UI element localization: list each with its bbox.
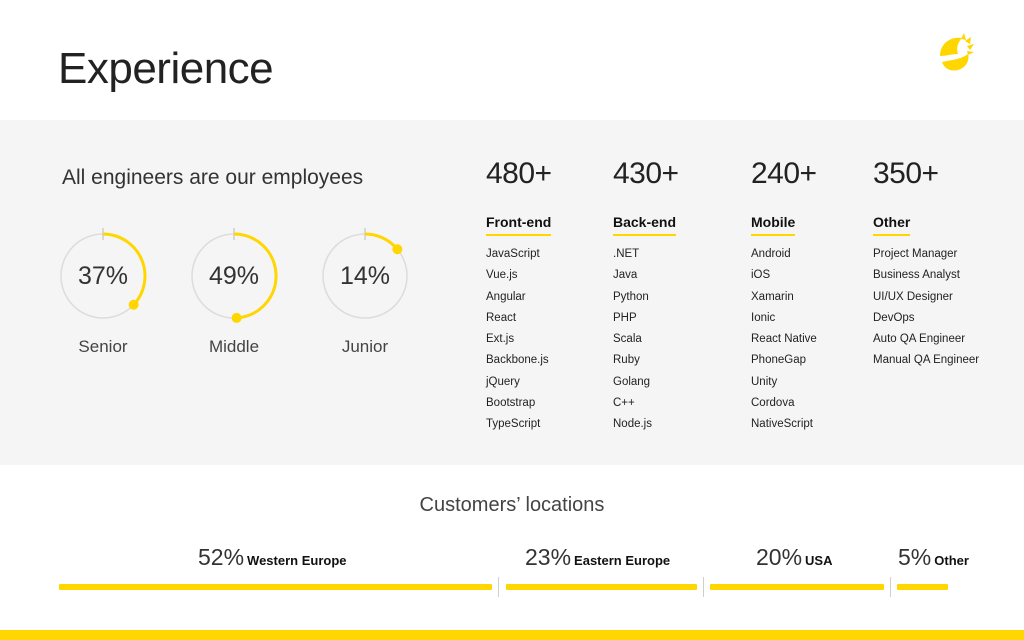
bar-divider <box>498 577 499 597</box>
skill-item: Angular <box>486 290 526 303</box>
skill-heading: Mobile <box>751 214 796 236</box>
skill-column-other: 350+ Other Project Manager Business Anal… <box>873 156 979 372</box>
location-western-europe: 52% Western Europe <box>198 544 347 571</box>
skill-item: iOS <box>751 269 771 282</box>
skill-item: jQuery <box>486 375 520 388</box>
skill-item: JavaScript <box>486 248 540 260</box>
skill-list: Project Manager Business Analyst UI/UX D… <box>873 244 979 372</box>
bar-divider <box>703 577 704 597</box>
skill-list: JavaScript Vue.js Angular React Ext.js B… <box>486 244 552 436</box>
location-name: Eastern Europe <box>574 553 671 568</box>
skill-item: Node.js <box>613 418 652 431</box>
location-percent: 5% <box>898 544 932 570</box>
skill-item: Vue.js <box>486 269 518 282</box>
ring-end-dot <box>128 299 139 310</box>
skill-item: Java <box>613 269 638 282</box>
page-title: Experience <box>58 44 274 93</box>
skill-item: TypeScript <box>486 418 541 431</box>
location-name: USA <box>805 553 833 568</box>
skill-list: .NET Java Python PHP Scala Ruby Golang C… <box>613 244 679 436</box>
skill-column-mobile: 240+ Mobile Android iOS Xamarin Ionic Re… <box>751 156 817 436</box>
sun-leaf-logo-icon <box>934 30 978 74</box>
ring-label-junior: Junior <box>341 337 389 356</box>
skill-item: DevOps <box>873 311 915 324</box>
location-name: Other <box>934 553 969 568</box>
skill-item: Bootstrap <box>486 397 536 410</box>
skill-item: Ionic <box>751 311 776 324</box>
location-percent: 23% <box>525 544 572 570</box>
location-share-bar <box>59 584 492 590</box>
employees-heading: All engineers are our employees <box>62 166 364 189</box>
skill-item: Project Manager <box>873 248 958 260</box>
skill-item: Golang <box>613 375 651 388</box>
skill-count: 240+ <box>751 157 817 190</box>
customers-title: Customers’ locations <box>419 494 605 516</box>
ring-arc <box>102 232 147 306</box>
skill-item: PhoneGap <box>751 354 806 367</box>
skill-item: .NET <box>613 248 640 260</box>
skill-item: UI/UX Designer <box>873 290 953 303</box>
skill-item: Auto QA Engineer <box>873 333 966 346</box>
skill-list: Android iOS Xamarin Ionic React Native P… <box>751 244 817 436</box>
skill-item: Ruby <box>613 354 640 367</box>
ring-end-dot <box>231 312 242 323</box>
skill-item: Android <box>751 248 791 260</box>
bottom-accent-strip <box>0 630 1024 640</box>
location-percent: 52% <box>198 544 245 570</box>
ring-chart-senior: 37% <box>60 226 160 326</box>
location-other: 5% Other <box>898 544 969 571</box>
bar-divider <box>890 577 891 597</box>
skill-item: Xamarin <box>751 290 794 303</box>
location-name: Western Europe <box>247 553 347 568</box>
skill-column-frontend: 480+ Front-end JavaScript Vue.js Angular… <box>486 156 552 436</box>
location-usa: 20% USA <box>756 544 833 571</box>
location-eastern-europe: 23% Eastern Europe <box>525 544 670 571</box>
skill-item: Unity <box>751 375 778 388</box>
ring-end-dot <box>392 244 403 255</box>
skill-item: Manual QA Engineer <box>873 354 980 367</box>
skill-item: Backbone.js <box>486 354 549 367</box>
ring-label-middle: Middle <box>208 337 260 356</box>
skill-item: Python <box>613 290 649 303</box>
skill-item: React Native <box>751 333 817 346</box>
ring-label-senior: Senior <box>78 337 128 356</box>
ring-arc <box>233 232 278 320</box>
skill-heading: Front-end <box>486 214 552 236</box>
skill-count: 480+ <box>486 157 552 190</box>
skill-item: C++ <box>613 397 635 410</box>
skill-column-backend: 430+ Back-end .NET Java Python PHP Scala… <box>613 156 679 436</box>
skill-item: Scala <box>613 333 642 346</box>
ring-svg <box>191 228 278 323</box>
experience-band <box>0 120 1024 465</box>
skill-count: 350+ <box>873 157 939 190</box>
ring-percent: 37% <box>77 262 129 290</box>
location-percent: 20% <box>756 544 803 570</box>
ring-svg <box>60 228 147 319</box>
ring-chart-junior: 14% <box>322 226 422 326</box>
skill-heading: Other <box>873 214 911 236</box>
skill-item: Cordova <box>751 397 795 410</box>
ring-svg <box>322 228 408 319</box>
skill-item: Ext.js <box>486 333 515 346</box>
skill-item: PHP <box>613 311 637 324</box>
location-share-bar <box>710 584 884 590</box>
skill-heading: Back-end <box>613 214 677 236</box>
ring-percent: 14% <box>339 262 391 290</box>
skill-item: NativeScript <box>751 418 813 431</box>
location-share-bar <box>506 584 697 590</box>
skill-count: 430+ <box>613 157 679 190</box>
ring-chart-middle: 49% <box>191 226 291 326</box>
skill-item: React <box>486 311 517 324</box>
skill-item: Business Analyst <box>873 269 960 282</box>
ring-percent: 49% <box>208 262 260 290</box>
location-share-bar <box>897 584 948 590</box>
